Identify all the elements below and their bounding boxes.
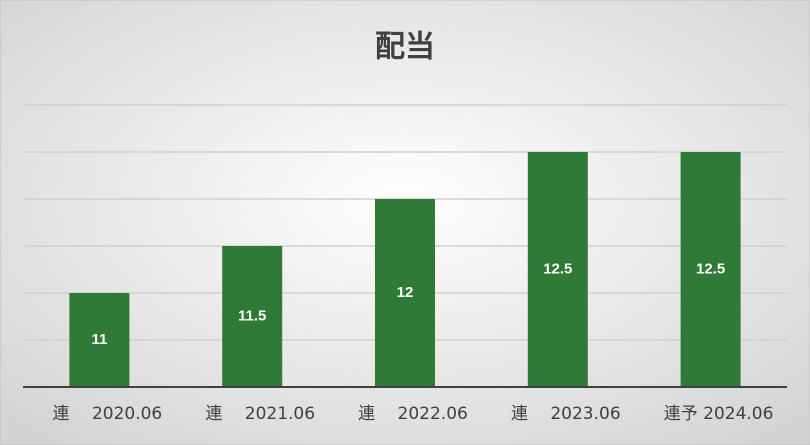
bar (222, 246, 283, 387)
data-label: 11.5 (238, 307, 266, 324)
data-label: 12.5 (543, 260, 572, 277)
x-tick-label: 連 2021.06 (205, 404, 315, 424)
bar (680, 152, 741, 387)
bar (527, 152, 588, 387)
x-tick-label: 連 2023.06 (511, 404, 621, 424)
bar (69, 293, 130, 387)
data-label: 11 (91, 331, 107, 348)
x-tick-label: 連 2020.06 (53, 404, 163, 424)
bar (375, 199, 435, 387)
data-label: 12.5 (696, 260, 725, 277)
x-tick-label: 連 2022.06 (358, 404, 468, 424)
chart-title: 配当 (375, 30, 435, 65)
x-tick-label: 連予 2024.06 (664, 404, 774, 424)
data-label: 12 (397, 284, 414, 301)
